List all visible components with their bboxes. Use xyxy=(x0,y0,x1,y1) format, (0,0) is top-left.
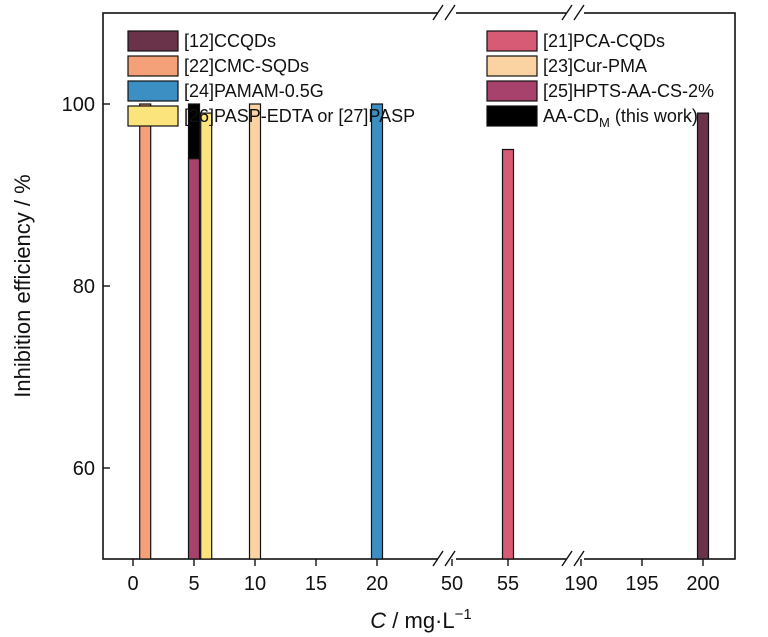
legend-label: [22]CMC-SQDs xyxy=(184,56,309,76)
bar xyxy=(501,148,515,560)
x-tick-label: 200 xyxy=(686,573,719,595)
x-axis-unit-exponent-sign: − xyxy=(455,606,464,623)
legend-swatch xyxy=(486,105,538,127)
y-tick-label: 100 xyxy=(62,94,95,116)
axis-break-mark xyxy=(573,550,585,567)
x-tick-label: 190 xyxy=(564,573,597,595)
y-tick-label: 60 xyxy=(73,458,95,480)
x-axis-unit-exponent: 1 xyxy=(463,606,471,623)
legend-label-subscript: M xyxy=(599,115,610,130)
legend-label-main: [23]Cur-PMA xyxy=(543,56,647,76)
legend-label: AA-CDM (this work) xyxy=(543,106,698,130)
bars-layer xyxy=(139,103,710,560)
legend-label-main: [22]CMC-SQDs xyxy=(184,56,309,76)
legend-swatch xyxy=(127,55,179,77)
legend-label-main: AA-CD xyxy=(543,106,599,126)
legend-swatch xyxy=(486,55,538,77)
axis-break-mark xyxy=(432,4,444,21)
legend-label-main: [21]PCA-CQDs xyxy=(543,31,665,51)
axis-break-mark xyxy=(444,550,456,567)
bar xyxy=(187,158,201,560)
y-axis-title: Inhibition efficiency / % xyxy=(10,174,35,397)
legend-label-main: [25]HPTS-AA-CS-2% xyxy=(543,81,714,101)
legend-label: [25]HPTS-AA-CS-2% xyxy=(543,81,714,101)
legend-swatch xyxy=(486,30,538,52)
axis-break-mark xyxy=(573,4,585,21)
x-tick-label: 50 xyxy=(441,573,463,595)
x-tick-label: 5 xyxy=(188,573,199,595)
legend-swatch xyxy=(127,105,179,127)
axis-break-mark xyxy=(561,4,573,21)
x-tick-label: 15 xyxy=(305,573,327,595)
x-tick-label: 55 xyxy=(497,573,519,595)
y-tick-label: 80 xyxy=(73,276,95,298)
x-tick-label: 0 xyxy=(127,573,138,595)
bar xyxy=(200,112,213,560)
x-tick-label: 10 xyxy=(244,573,266,595)
legend-swatch xyxy=(486,80,538,102)
legend: [12]CCQDs [21]PCA-CQDs [22]CMC-SQDs [23]Cur… xyxy=(127,30,714,130)
axis-break-gap-bottom-2 xyxy=(566,553,584,565)
legend-swatch xyxy=(127,30,179,52)
legend-label: [23]Cur-PMA xyxy=(543,56,647,76)
legend-label: [24]PAMAM-0.5G xyxy=(184,81,324,101)
x-tick-label: 20 xyxy=(366,573,388,595)
legend-label: [26]PASP-EDTA or [27]PASP xyxy=(184,106,415,126)
bar xyxy=(248,103,262,560)
bar xyxy=(370,103,384,560)
legend-label-note: (this work) xyxy=(610,106,698,126)
axis-break-mark xyxy=(432,550,444,567)
bar xyxy=(139,103,152,560)
legend-label-main: [24]PAMAM-0.5G xyxy=(184,81,324,101)
bar xyxy=(696,112,710,560)
x-axis-title: C / mg·L−1 xyxy=(370,606,471,633)
bar xyxy=(187,103,201,160)
legend-label: [12]CCQDs xyxy=(184,31,276,51)
x-tick-label: 195 xyxy=(625,573,658,595)
legend-label-main: [12]CCQDs xyxy=(184,31,276,51)
x-axis-variable: C xyxy=(370,608,386,633)
legend-label: [21]PCA-CQDs xyxy=(543,31,665,51)
ticks-layer: 60 80 100 0 5 10 15 20 50 55 190 195 200 xyxy=(62,94,720,595)
x-axis-unit: / mg·L xyxy=(386,608,454,633)
axis-break-gap-top-2 xyxy=(566,7,584,19)
axis-break-mark xyxy=(561,550,573,567)
legend-label-main: [26]PASP-EDTA or [27]PASP xyxy=(184,106,415,126)
axis-break-mark xyxy=(444,4,456,21)
legend-swatch xyxy=(127,80,179,102)
